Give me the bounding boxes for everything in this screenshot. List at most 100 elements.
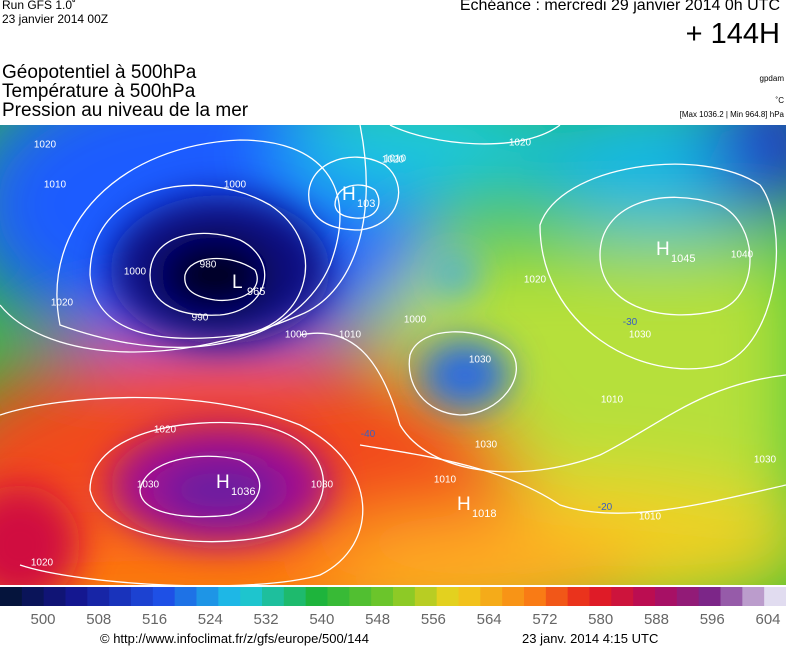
colorbar-tick-label: 588 [644,611,669,628]
colorbar-swatch [567,587,590,606]
colorbar-swatch [742,587,765,606]
colorbar-swatch [305,587,328,606]
colorbar-swatch [545,587,569,606]
isobar-label: 1020 [154,425,177,436]
footer-time: 23 janv. 2014 4:15 UTC [522,631,659,646]
run: Run GFS 1.0˚ [2,0,77,12]
isobar-label: 1030 [469,355,492,366]
colorbar-tick-label: 556 [421,611,446,628]
colorbar-swatch [698,587,721,606]
temperature-label: -20 [598,502,613,513]
temperature-label: -30 [623,317,638,328]
colorbar-swatch [371,587,394,606]
colorbar-tick-label: 540 [309,611,334,628]
colorbar-swatch [0,587,23,606]
pressure-center-kind: H [457,494,471,515]
isobar-label: 1010 [639,512,662,523]
isobar-label: 1010 [434,475,457,486]
colorbar-swatch [589,587,612,606]
pressure-center-kind: H [216,472,230,493]
lead-time: + 144H [685,18,780,50]
pressure-center-value: 1036 [231,486,255,498]
isobar-label: 1010 [44,180,67,191]
isobars [0,125,786,585]
isobar-label: 1030 [629,330,652,341]
colorbar-swatch [633,587,656,606]
colorbar-swatch [458,587,481,606]
pressure-center-value: 965 [247,286,265,298]
colorbar-swatch [21,587,45,606]
colorbar-tick-label: 572 [532,611,557,628]
colorbar-tick-label: 604 [755,611,780,628]
colorbar-swatch [524,587,547,606]
colorbar-swatch [87,587,110,606]
colorbar-tick-label: 532 [254,611,279,628]
colorbar-swatch [218,587,241,606]
colorbar-swatch [349,587,372,606]
echeance: Echéance : mercredi 29 janvier 2014 0h U… [459,0,780,14]
isobar-label: 1000 [285,330,308,341]
isobar-label: 1020 [31,558,54,569]
colorbar-tick-label: 596 [700,611,725,628]
colorbar-swatch [436,587,459,606]
colorbar-swatch [502,587,525,606]
isobar-label: 1030 [137,480,160,491]
temperature-label: -40 [361,429,376,440]
colorbar-swatch [764,587,786,606]
colorbar-swatch [655,587,678,606]
isobar-label: 1000 [224,180,247,191]
isobar-label: 1020 [382,155,405,166]
colorbar-swatch [327,587,350,606]
colorbar-swatch [196,587,219,606]
colorbar-tick-label: 548 [365,611,390,628]
colorbar-swatch [131,587,154,606]
pressure-center-kind: L [232,272,243,293]
colorbar-swatch [43,587,66,606]
colorbar-tick-label: 508 [86,611,111,628]
colorbar-swatch [720,587,743,606]
colorbar-tick-label: 524 [198,611,223,628]
colorbar-tick-label: 580 [588,611,613,628]
colorbar-swatch [152,587,176,606]
isobar-label: 1010 [339,330,362,341]
colorbar-swatch [393,587,416,606]
isobar-label: 990 [192,313,209,324]
colorbar: 500 508 516 524 532 540 548 556 564 572 580 588 596 6… [0,587,786,628]
run-date: 23 janvier 2014 00Z [2,12,109,26]
pressure-center-kind: H [342,184,356,205]
isobar-label: 1030 [475,440,498,451]
isobar-label: 1020 [34,140,57,151]
colorbar-swatch [414,587,438,606]
colorbar-swatch [611,587,634,606]
layer: Pression au niveau de la mer [2,100,249,121]
colorbar-swatch [174,587,197,606]
colorbar-swatch [283,587,307,606]
isobar-label: 1000 [404,315,427,326]
colorbar-swatch [65,587,88,606]
isobar-label: 1020 [51,298,74,309]
pressure-center-kind: H [656,239,670,260]
isobar-label: 1030 [754,455,777,466]
footer-url: © http://www.infoclimat.fr/z/gfs/europe/… [100,631,369,646]
colorbar-swatch [480,587,503,606]
unit: [Max 1036.2 | Min 964.8] hPa [679,110,784,119]
isobar-label: 980 [200,260,217,271]
pressure-center-value: 103 [357,198,375,210]
colorbar-swatch [262,587,285,606]
isobar-label: 1000 [124,267,147,278]
unit: ˚C [775,96,784,105]
isobar-label: 1010 [601,395,624,406]
layer: Géopotentiel à 500hPa [2,62,197,83]
pressure-center-value: 1018 [472,508,496,520]
pressure-center-value: 1045 [671,253,695,265]
colorbar-swatch [240,587,263,606]
colorbar-swatch [676,587,700,606]
colorbar-swatch [109,587,132,606]
unit: gpdam [759,74,784,83]
isobar-label: 1010 [384,154,407,165]
isobar-label: 1030 [311,480,334,491]
colorbar-tick-label: 516 [142,611,167,628]
isobar-label: 1040 [731,250,754,261]
